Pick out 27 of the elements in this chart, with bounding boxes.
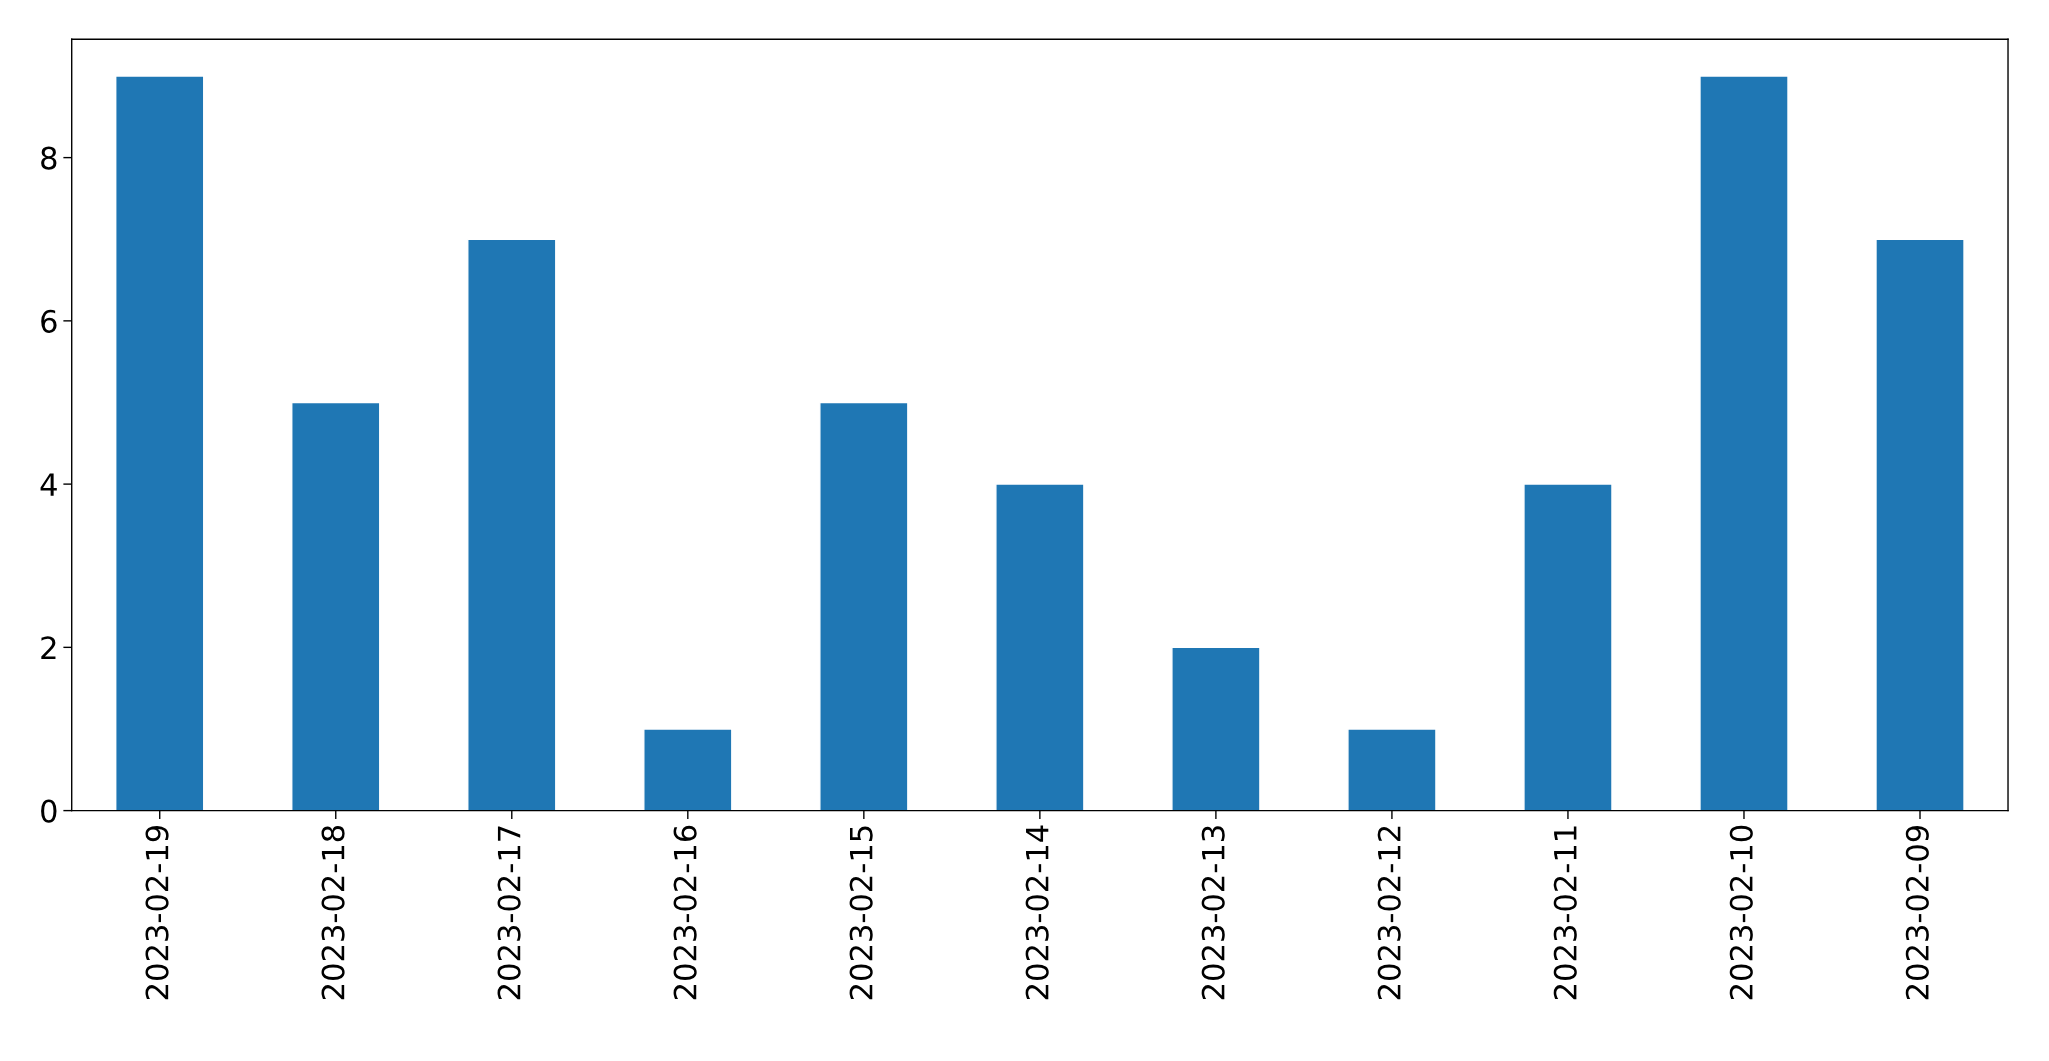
x-tick-label: 2023-02-14: [1025, 825, 1049, 1000]
bar: [819, 401, 909, 811]
y-tick-label: 4: [40, 473, 57, 496]
x-tick-label: 2023-02-16: [673, 825, 697, 1000]
x-tick-label: 2023-02-09: [1905, 825, 1929, 1000]
bar: [1523, 483, 1613, 811]
bar: [1875, 238, 1965, 811]
x-tick-label: 2023-02-12: [1377, 826, 1401, 1000]
x-tick-label: 2023-02-19: [145, 825, 169, 1000]
x-tick-label: 2023-02-10: [1729, 825, 1753, 1000]
bar: [291, 401, 381, 811]
bar: [467, 238, 557, 811]
bar: [995, 483, 1085, 811]
x-tick-label: 2023-02-11: [1553, 826, 1577, 1000]
x-tick-label: 2023-02-13: [1201, 826, 1225, 1000]
bar: [115, 75, 205, 811]
bar: [1347, 728, 1437, 811]
x-tick-label: 2023-02-18: [321, 825, 345, 1000]
y-tick-label: 2: [41, 636, 56, 659]
y-tick-label: 6: [41, 309, 57, 333]
bar: [1699, 75, 1789, 811]
y-tick-label: 8: [41, 146, 57, 170]
bar: [643, 728, 733, 811]
bar: [1171, 646, 1261, 811]
x-tick-label: 2023-02-17: [497, 826, 521, 1000]
x-tick-label: 2023-02-15: [849, 826, 873, 1000]
y-tick-label: 0: [41, 799, 57, 823]
